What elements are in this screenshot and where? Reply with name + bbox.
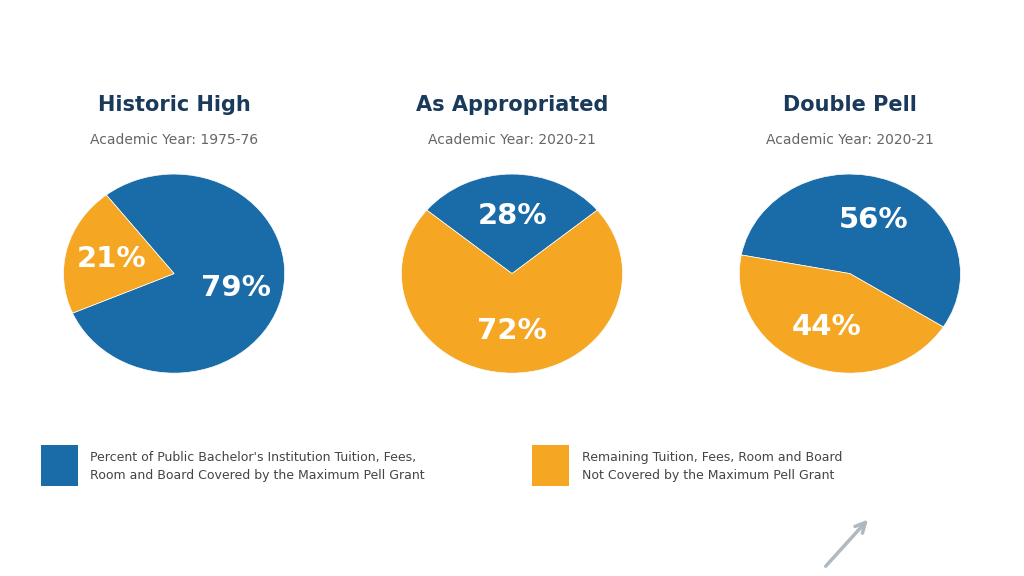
Text: the Growing College Affordability Gap: the Growing College Affordability Gap [96,75,928,113]
Text: Percent of Public Bachelor's Institution Tuition, Fees,
Room and Board Covered b: Percent of Public Bachelor's Institution… [90,451,425,482]
Text: As Appropriated: As Appropriated [416,95,608,115]
Text: Doubling the Pell Grant Will Reverse: Doubling the Pell Grant Will Reverse [112,27,912,65]
Text: 28%: 28% [477,202,547,230]
Text: Academic Year: 2020-21: Academic Year: 2020-21 [428,133,596,147]
Text: NATIONAL
COLLEGE
ATTAINMENT
NETWORK: NATIONAL COLLEGE ATTAINMENT NETWORK [877,528,913,552]
Wedge shape [401,210,623,373]
Text: 21%: 21% [77,245,146,273]
Text: Double Pell: Double Pell [783,95,916,115]
Text: 44%: 44% [792,313,861,341]
Bar [41,445,78,486]
Text: 56%: 56% [839,206,908,234]
Bar [532,445,569,486]
Wedge shape [741,174,961,327]
Text: Academic Year: 1975-76: Academic Year: 1975-76 [90,133,258,147]
Text: 79%: 79% [202,274,271,302]
Wedge shape [73,174,285,373]
Text: Academic Year: 2020-21: Academic Year: 2020-21 [766,133,934,147]
Wedge shape [427,174,597,274]
Wedge shape [63,195,174,313]
Text: 72%: 72% [477,317,547,346]
Wedge shape [739,255,943,373]
Text: Remaining Tuition, Fees, Room and Board
Not Covered by the Maximum Pell Grant: Remaining Tuition, Fees, Room and Board … [582,451,842,482]
Text: Learn more: ncan.org/Pell: Learn more: ncan.org/Pell [57,534,291,552]
Text: Historic High: Historic High [97,95,251,115]
